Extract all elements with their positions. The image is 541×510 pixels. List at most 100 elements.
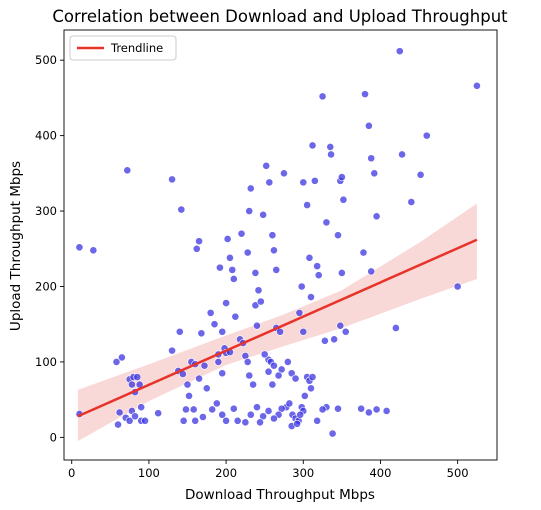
scatter-point <box>262 161 271 170</box>
scatter-point <box>313 416 322 425</box>
scatter-point <box>233 416 242 425</box>
scatter-point <box>226 253 234 262</box>
scatter-point <box>112 358 121 366</box>
scatter-point <box>218 327 227 336</box>
scatter-point <box>265 178 274 187</box>
scatter-point <box>277 404 286 413</box>
confidence-band-layer <box>77 203 477 442</box>
scatter-point <box>367 267 376 276</box>
scatter-point <box>253 321 261 330</box>
scatter-point <box>228 265 237 274</box>
scatter-point <box>330 335 339 344</box>
scatter-point <box>299 327 308 336</box>
scatter-point <box>229 275 238 283</box>
scatter-point <box>300 391 309 400</box>
scatter-point <box>395 47 404 56</box>
scatter-point <box>307 384 315 393</box>
x-tick-label: 300 <box>292 466 314 480</box>
scatter-point <box>259 210 268 219</box>
scatter-point <box>128 380 136 389</box>
scatter-point <box>185 391 193 400</box>
scatter-point <box>123 166 132 175</box>
scatter-point <box>361 90 369 99</box>
scatter-point <box>264 407 273 415</box>
trendline <box>77 238 478 418</box>
scatter-point <box>270 414 278 423</box>
legend: Trendline <box>69 35 177 61</box>
scatter-point <box>339 195 348 204</box>
x-tick-label: 0 <box>68 466 75 480</box>
scatter-point <box>177 205 186 214</box>
scatter-point <box>328 429 337 438</box>
scatter-point <box>243 248 252 257</box>
x-tick-label: 100 <box>138 466 160 480</box>
scatter-point <box>337 269 346 277</box>
scatter-point <box>133 373 142 381</box>
scatter-point <box>270 246 278 255</box>
scatter-point <box>364 121 373 130</box>
scatter-point <box>326 143 335 151</box>
scatter-point <box>125 416 134 425</box>
y-axis-label: Upload Throughput Mbps <box>8 161 24 331</box>
scatter-point <box>359 248 368 257</box>
scatter-point <box>453 282 462 291</box>
scatter-point <box>314 271 323 280</box>
scatter-point <box>283 358 292 366</box>
scatter-point <box>210 320 219 329</box>
y-tick-label: 200 <box>35 279 57 293</box>
scatter-point <box>310 176 319 185</box>
y-axis-ticks: 0 100 200 300 400 500 <box>35 53 64 444</box>
scatter-point <box>229 404 238 413</box>
scatter-point <box>175 327 184 336</box>
scatter-point <box>245 207 254 215</box>
scatter-point <box>137 403 146 412</box>
scatter-point <box>372 405 381 414</box>
scatter-point <box>241 418 250 427</box>
y-tick-label: 100 <box>35 355 57 369</box>
scatter-point <box>318 405 327 414</box>
y-tick-label: 500 <box>35 53 57 67</box>
scatter-point <box>370 169 379 178</box>
scatter-point <box>192 244 201 253</box>
scatter-point <box>212 399 221 408</box>
scatter-point <box>367 154 376 163</box>
scatter-point <box>251 301 260 310</box>
confidence-band <box>77 203 477 442</box>
scatter-point <box>249 380 257 389</box>
scatter-point <box>245 371 254 380</box>
scatter-point <box>305 253 314 262</box>
scatter-point <box>264 367 273 376</box>
scatter-point <box>251 269 260 277</box>
scatter-point <box>260 350 269 359</box>
scatter-point <box>237 229 246 238</box>
scatter-point <box>191 416 200 425</box>
scatter-point <box>277 365 286 374</box>
x-axis-ticks: 0 100 200 300 400 500 <box>68 460 469 480</box>
scatter-point <box>256 297 265 306</box>
legend-box <box>69 35 177 61</box>
trendline-layer <box>77 238 478 418</box>
scatter-point <box>299 178 308 187</box>
scatter-point <box>195 374 203 383</box>
scatter-point <box>223 235 232 243</box>
scatter-point <box>131 412 139 421</box>
scatter-point <box>89 246 98 255</box>
scatter-point <box>246 410 255 419</box>
scatter-point <box>199 413 207 421</box>
y-tick-label: 400 <box>35 129 57 143</box>
scatter-point <box>382 407 391 415</box>
scatter-point <box>327 150 335 159</box>
scatter-point <box>313 262 322 271</box>
scatter-point <box>318 92 327 101</box>
scatter-point <box>214 358 223 366</box>
scatter-point <box>276 327 285 336</box>
scatter-point <box>206 308 215 317</box>
x-tick-label: 200 <box>215 466 237 480</box>
scatter-point <box>168 175 176 184</box>
chart-title: Correlation between Download and Upload … <box>52 7 508 26</box>
scatter-point <box>154 409 163 418</box>
scatter-point <box>296 410 305 419</box>
scatter-point <box>218 410 227 419</box>
scatter-point <box>141 416 149 425</box>
